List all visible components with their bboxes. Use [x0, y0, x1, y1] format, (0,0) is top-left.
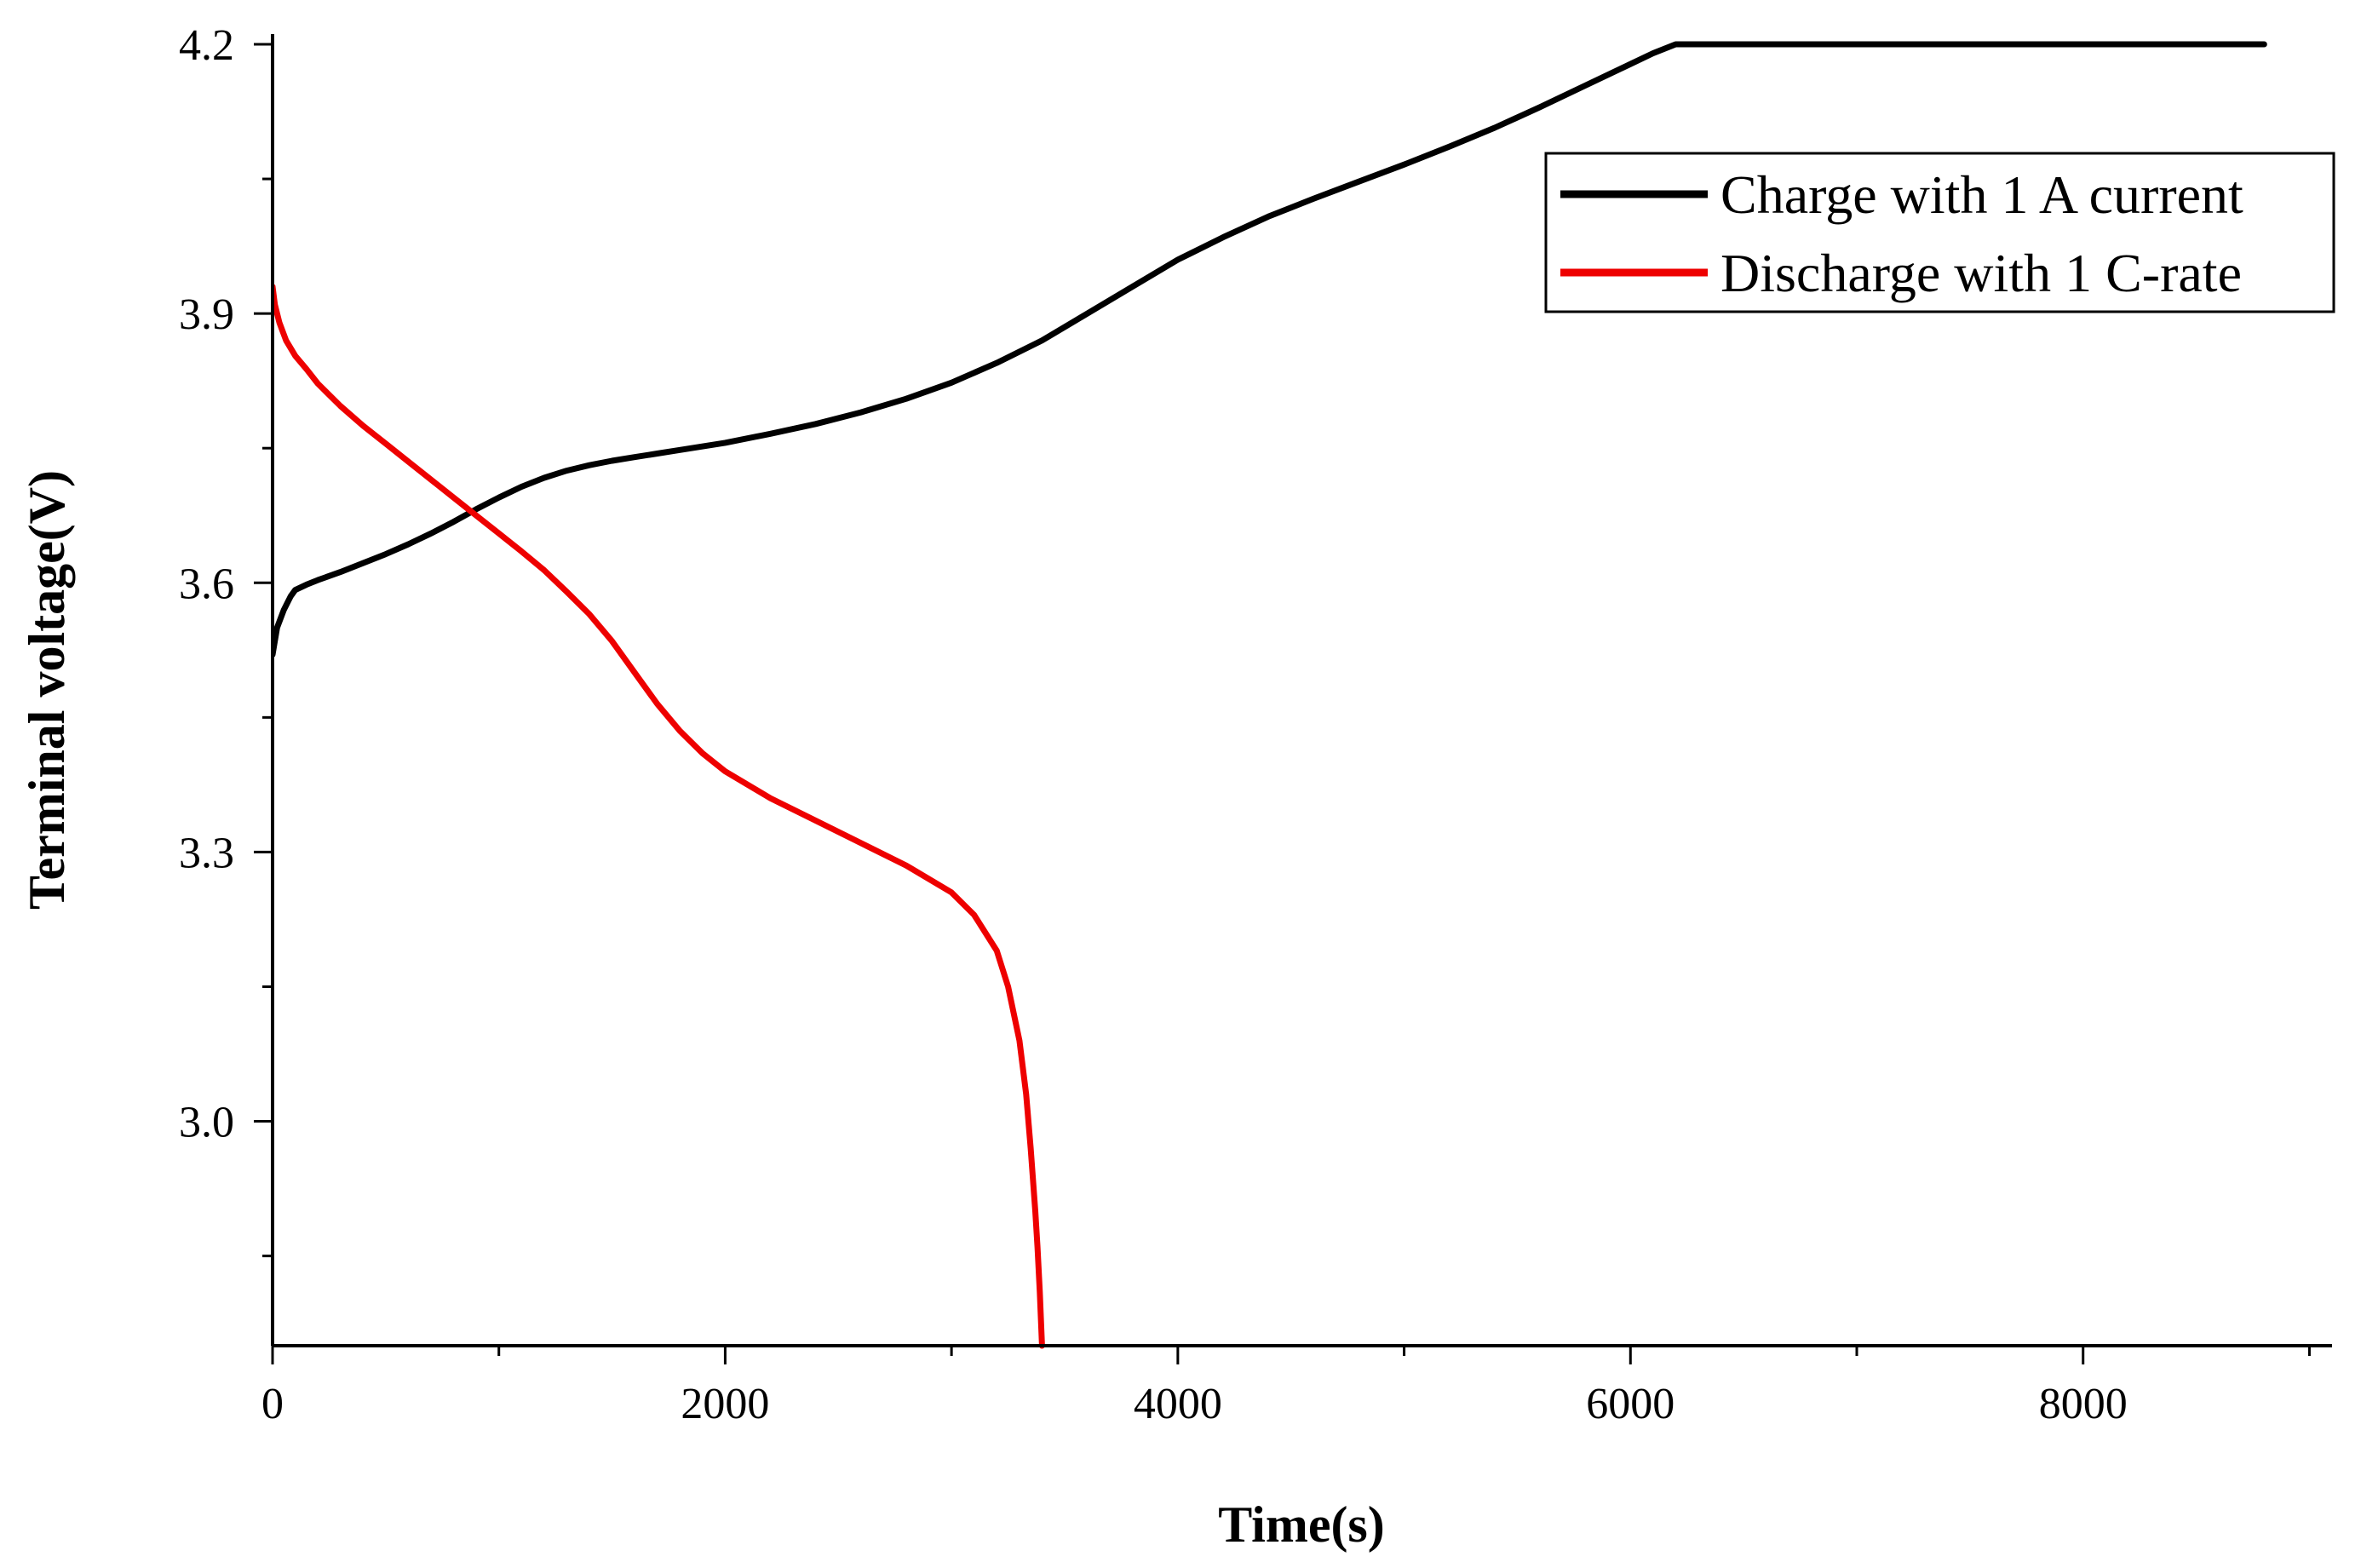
- y-axis-title: Terminal voltage(V): [19, 470, 75, 910]
- series-layer: [271, 41, 2267, 1349]
- y-tick-label: 3.9: [179, 290, 234, 339]
- y-tick-label: 3.0: [179, 1099, 234, 1147]
- x-tick-label: 6000: [1586, 1380, 1675, 1428]
- legend-label-charge: Charge with 1 A current: [1720, 164, 2243, 225]
- y-tick-label: 3.6: [179, 560, 234, 608]
- x-tick-label: 4000: [1134, 1380, 1222, 1428]
- x-tick-label: 8000: [2039, 1380, 2128, 1428]
- legend: Charge with 1 A current Discharge with 1…: [1544, 152, 2335, 313]
- ticks-layer: 0 2000 4000 6000 8000 3.0 3.3 3.6 3.9 4.2: [179, 21, 2311, 1428]
- x-axis-title: Time(s): [1218, 1496, 1385, 1553]
- y-tick-label: 4.2: [179, 21, 234, 70]
- y-tick-label: 3.3: [179, 829, 234, 877]
- legend-label-discharge: Discharge with 1 C-rate: [1720, 243, 2242, 303]
- series-line-discharge: [271, 284, 1045, 1349]
- legend-box: [1544, 152, 2335, 313]
- axes-layer: [271, 34, 2332, 1347]
- x-tick-label: 0: [261, 1380, 284, 1428]
- x-tick-label: 2000: [681, 1380, 769, 1428]
- series-line-charge: [271, 41, 2267, 658]
